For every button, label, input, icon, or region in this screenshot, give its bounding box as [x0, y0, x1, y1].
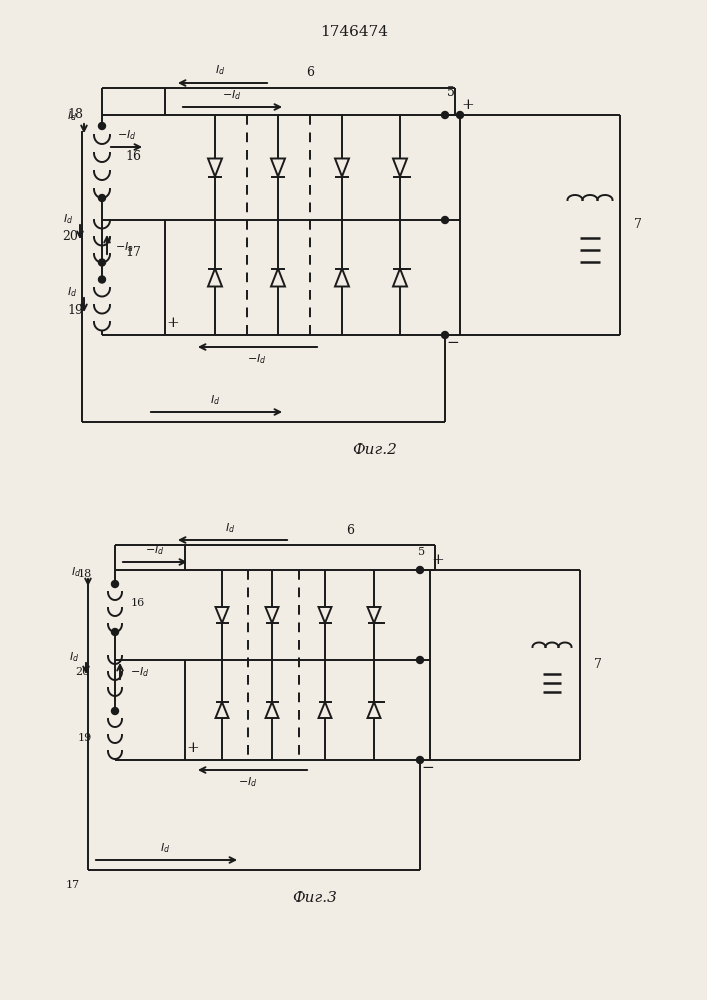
Text: −: −: [447, 336, 460, 350]
Text: 17: 17: [66, 880, 80, 890]
Text: 20: 20: [75, 667, 89, 677]
Text: 6: 6: [306, 66, 314, 80]
Circle shape: [416, 656, 423, 664]
Text: 5: 5: [418, 547, 425, 557]
Circle shape: [112, 708, 119, 714]
Text: $-I_d$: $-I_d$: [238, 775, 258, 789]
Text: 7: 7: [634, 219, 642, 232]
Text: $I_d$: $I_d$: [160, 841, 170, 855]
Text: 19: 19: [78, 733, 92, 743]
Text: Фиг.3: Фиг.3: [293, 891, 337, 905]
Text: $I_d$: $I_d$: [225, 521, 235, 535]
Text: $I_d$: $I_d$: [69, 650, 79, 664]
Text: 17: 17: [125, 245, 141, 258]
Text: 16: 16: [131, 598, 145, 608]
Circle shape: [416, 756, 423, 764]
Text: +: +: [462, 98, 474, 112]
Text: $I_d$: $I_d$: [67, 109, 77, 123]
Text: $I_d$: $I_d$: [67, 285, 77, 299]
Text: $-I_a$: $-I_a$: [115, 240, 134, 254]
Circle shape: [112, 580, 119, 587]
Text: $I_d$: $I_d$: [71, 565, 81, 579]
Text: $-I_d$: $-I_d$: [117, 128, 136, 142]
Circle shape: [457, 111, 464, 118]
Text: $I_d$: $I_d$: [210, 393, 220, 407]
Circle shape: [98, 276, 105, 283]
Circle shape: [441, 217, 448, 224]
Text: +: +: [432, 553, 445, 567]
Circle shape: [441, 111, 448, 118]
Circle shape: [98, 259, 105, 266]
Text: +: +: [167, 316, 180, 330]
Text: $-I_d$: $-I_d$: [130, 665, 150, 679]
Text: 16: 16: [125, 150, 141, 163]
Circle shape: [98, 122, 105, 129]
Text: $I_d$: $I_d$: [63, 212, 73, 226]
Text: $-I_d$: $-I_d$: [247, 352, 267, 366]
Text: −: −: [421, 761, 434, 775]
Text: 18: 18: [78, 569, 92, 579]
Circle shape: [441, 332, 448, 338]
Text: 1746474: 1746474: [320, 25, 388, 39]
Circle shape: [98, 194, 105, 202]
Text: 18: 18: [67, 107, 83, 120]
Text: $I_d$: $I_d$: [215, 63, 225, 77]
Text: 7: 7: [594, 658, 602, 672]
Circle shape: [112, 629, 119, 636]
Text: $-I_d$: $-I_d$: [222, 88, 242, 102]
Text: 19: 19: [67, 304, 83, 316]
Text: 6: 6: [346, 524, 354, 538]
Text: Фиг.2: Фиг.2: [353, 443, 397, 457]
Circle shape: [416, 566, 423, 574]
Text: $-I_d$: $-I_d$: [145, 543, 165, 557]
Text: +: +: [187, 741, 199, 755]
Text: 20: 20: [62, 231, 78, 243]
Text: 5: 5: [447, 87, 455, 100]
